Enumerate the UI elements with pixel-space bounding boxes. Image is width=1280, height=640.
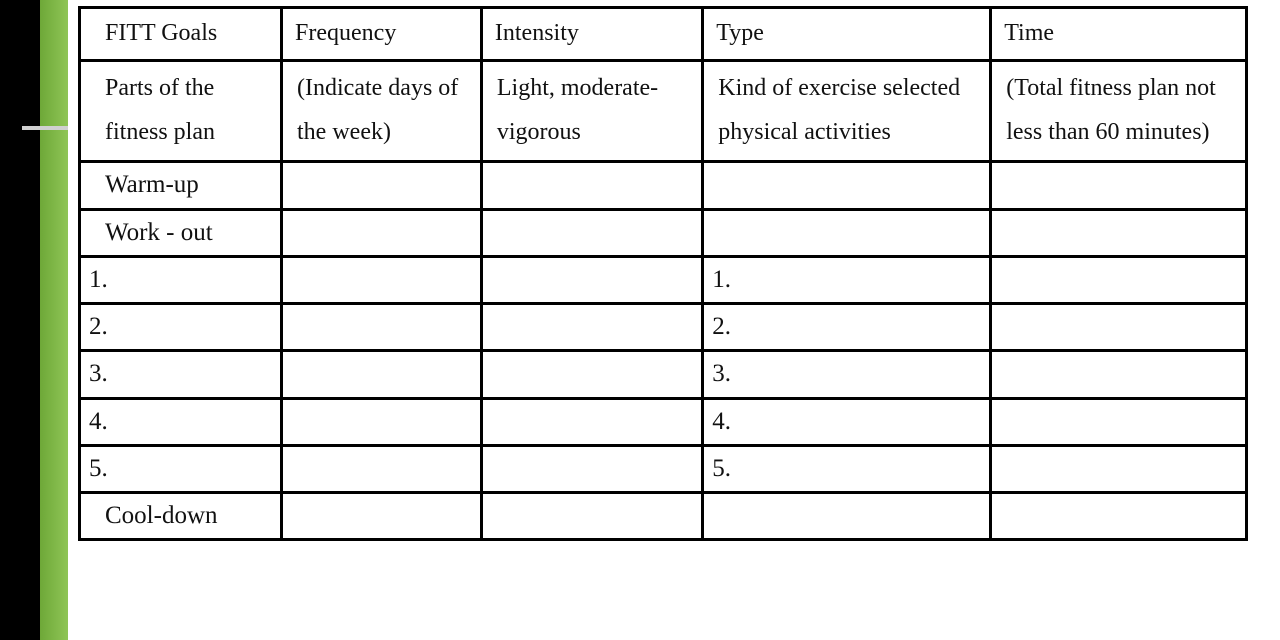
cell [991, 351, 1247, 398]
cell [282, 304, 482, 351]
cell [991, 162, 1247, 209]
cell-type-1: 1. [703, 256, 991, 303]
cell [481, 493, 702, 540]
table-row: 1. 1. [80, 256, 1247, 303]
cell [282, 162, 482, 209]
cell [282, 209, 482, 256]
cell [282, 445, 482, 492]
cell-type-5: 5. [703, 445, 991, 492]
col-header-intensity: Intensity [481, 8, 702, 61]
row-label-1: 1. [80, 256, 282, 303]
cell [703, 493, 991, 540]
cell [282, 398, 482, 445]
row-label-workout: Work - out [80, 209, 282, 256]
cell [481, 256, 702, 303]
desc-intensity: Light, moderate-vigorous [481, 60, 702, 162]
table-description-row: Parts of the fitness plan (Indicate days… [80, 60, 1247, 162]
cell [991, 209, 1247, 256]
table-container: FITT Goals Frequency Intensity Type Time… [78, 6, 1248, 541]
col-header-frequency: Frequency [282, 8, 482, 61]
left-green-stripe [40, 0, 68, 640]
cell-type-3: 3. [703, 351, 991, 398]
table-header-row: FITT Goals Frequency Intensity Type Time [80, 8, 1247, 61]
desc-time: (Total fitness plan not less than 60 min… [991, 60, 1247, 162]
cell [481, 162, 702, 209]
table-row: 2. 2. [80, 304, 1247, 351]
cell-type-2: 2. [703, 304, 991, 351]
cell [481, 398, 702, 445]
fitt-goals-table: FITT Goals Frequency Intensity Type Time… [78, 6, 1248, 541]
cell [991, 445, 1247, 492]
table-row: 5. 5. [80, 445, 1247, 492]
cell [282, 256, 482, 303]
cell [703, 162, 991, 209]
cell [991, 304, 1247, 351]
row-label-4: 4. [80, 398, 282, 445]
row-label-5: 5. [80, 445, 282, 492]
table-row: Cool-down [80, 493, 1247, 540]
cell [991, 398, 1247, 445]
col-header-type: Type [703, 8, 991, 61]
col-header-fitt: FITT Goals [80, 8, 282, 61]
cell [481, 209, 702, 256]
cell [991, 256, 1247, 303]
table-row: Work - out [80, 209, 1247, 256]
row-label-cooldown: Cool-down [80, 493, 282, 540]
desc-frequency: (Indicate days of the week) [282, 60, 482, 162]
row-label-3: 3. [80, 351, 282, 398]
cell-type-4: 4. [703, 398, 991, 445]
row-label-2: 2. [80, 304, 282, 351]
table-row: 4. 4. [80, 398, 1247, 445]
horizontal-marker [22, 126, 68, 130]
cell [481, 304, 702, 351]
cell [991, 493, 1247, 540]
cell [481, 445, 702, 492]
cell [703, 209, 991, 256]
cell [481, 351, 702, 398]
cell [282, 493, 482, 540]
desc-type: Kind of exercise selected physical activ… [703, 60, 991, 162]
row-label-warmup: Warm-up [80, 162, 282, 209]
left-black-border [0, 0, 40, 640]
cell [282, 351, 482, 398]
desc-fitt: Parts of the fitness plan [80, 60, 282, 162]
table-row: 3. 3. [80, 351, 1247, 398]
table-row: Warm-up [80, 162, 1247, 209]
col-header-time: Time [991, 8, 1247, 61]
